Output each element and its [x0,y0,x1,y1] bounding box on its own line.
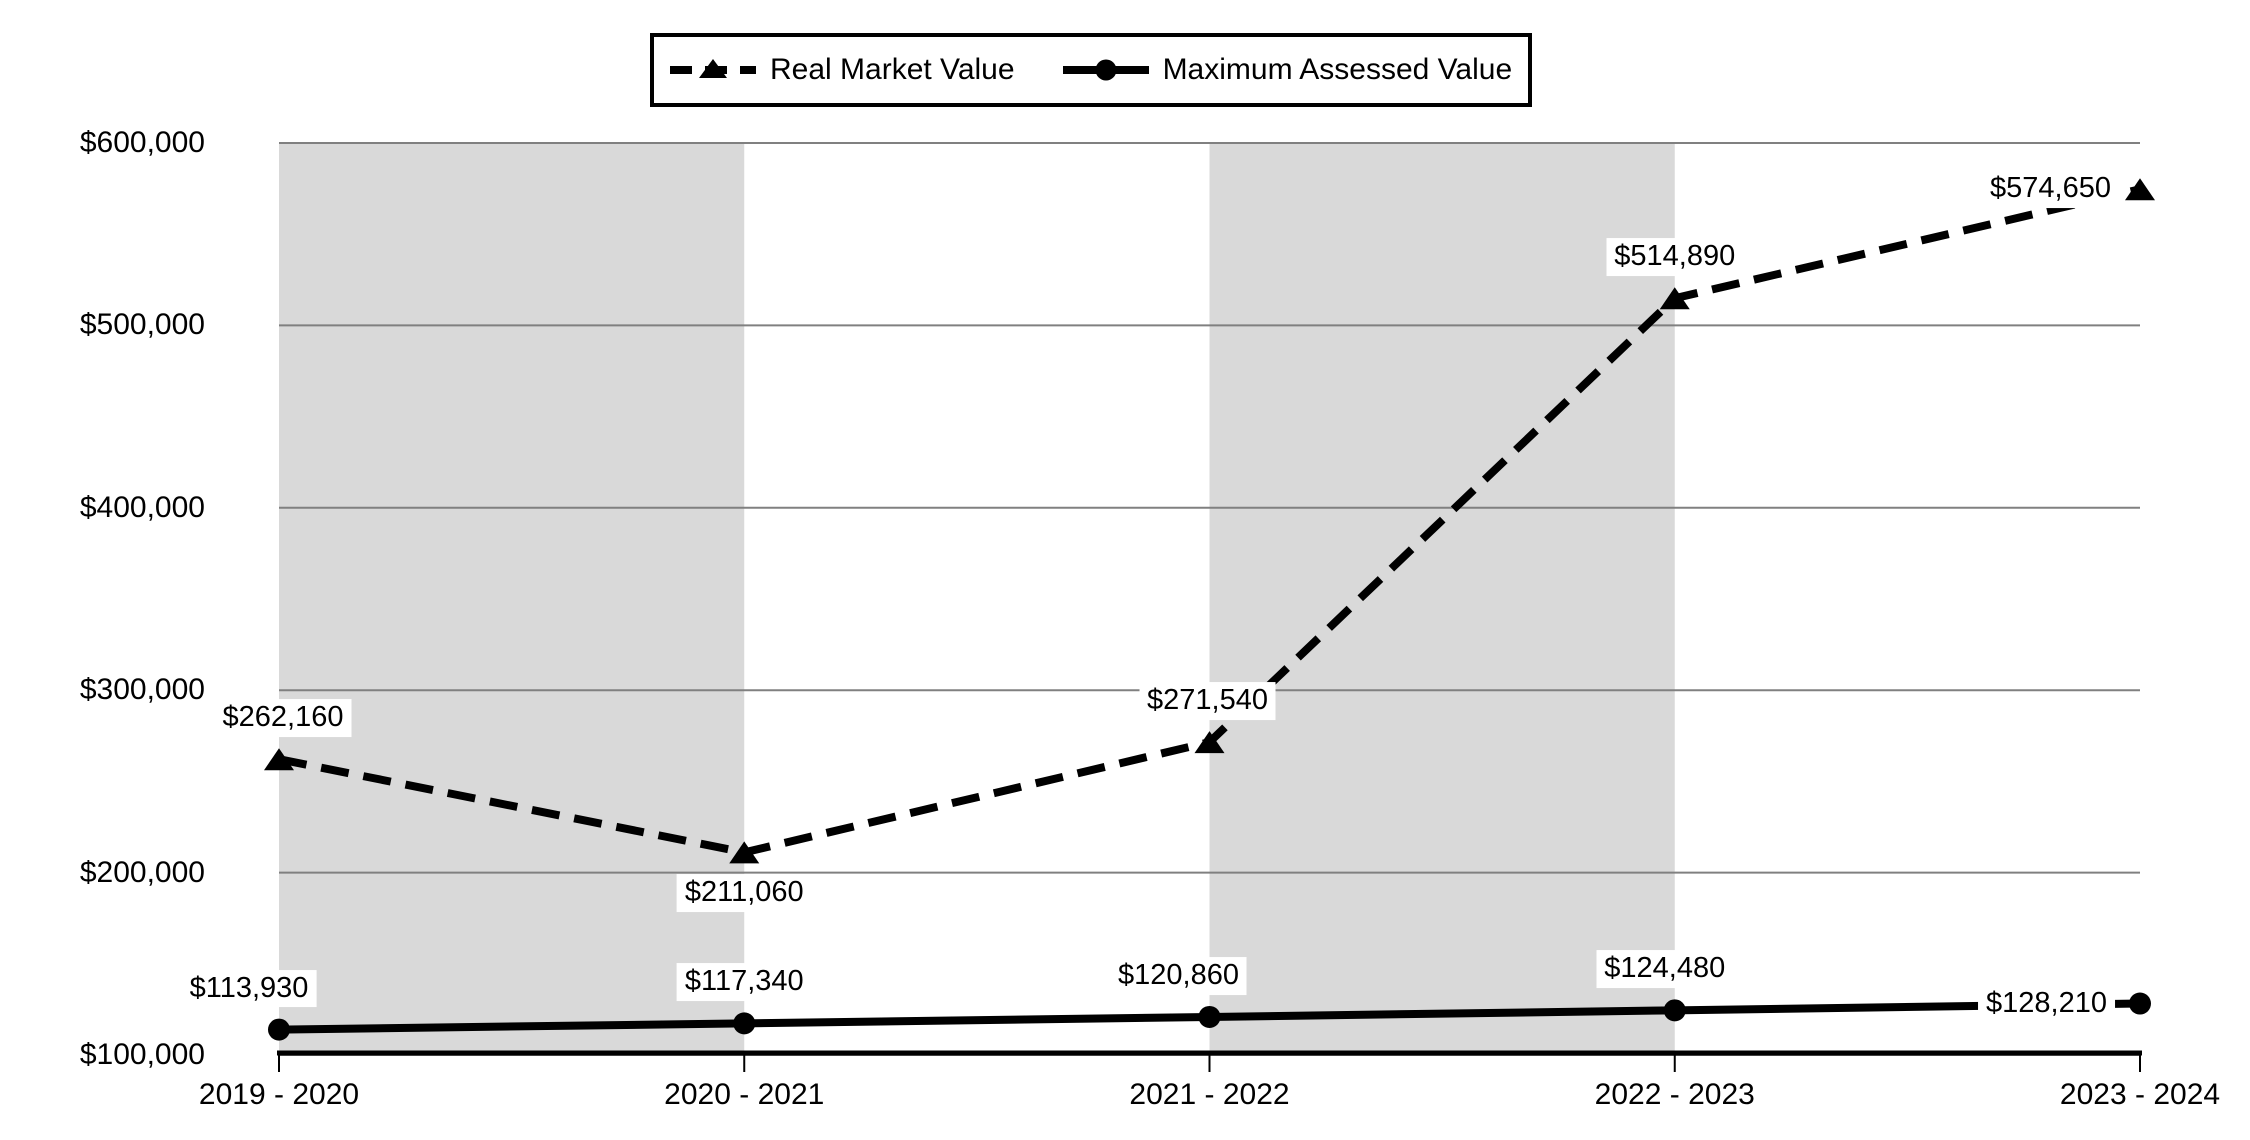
shaded-band [279,143,745,1053]
marker-circle [2129,992,2151,1015]
y-axis-label: $100,000 [79,1038,205,1071]
dashed-line-triangle-marker-icon [670,59,756,78]
data-label: $262,160 [214,699,352,738]
data-label: $128,210 [1978,984,2115,1023]
x-axis-label: 2020 - 2021 [664,1078,825,1111]
marker-triangle [1194,731,1225,754]
data-label: $117,340 [676,963,812,1002]
solid-line-circle-marker-icon [1062,59,1149,81]
x-axis-label: 2023 - 2024 [2059,1078,2221,1111]
legend-label-real-market-value: Real Market Value [770,53,1015,86]
data-label: $124,480 [1596,950,1734,989]
data-label: $211,060 [676,874,812,913]
data-label: $120,860 [1110,956,1247,995]
x-axis-label: 2021 - 2022 [1129,1078,1290,1111]
legend-item-real-market-value: Real Market Value [670,53,1015,87]
marker-circle [1198,1005,1221,1028]
x-axis-label: 2022 - 2023 [1594,1078,1755,1111]
data-label: $113,930 [181,969,317,1008]
marker-circle [1663,999,1686,1022]
y-axis-label: $600,000 [79,126,205,159]
marker-triangle [729,841,760,864]
data-label: $514,890 [1606,238,1744,277]
marker-triangle [2125,178,2155,201]
marker-triangle [1659,287,1690,310]
y-axis-label: $200,000 [79,855,205,889]
legend-item-maximum-assessed-value: Maximum Assessed Value [1062,53,1513,87]
data-label: $574,650 [1982,170,2119,209]
data-label: $271,540 [1139,682,1276,721]
marker-circle [268,1018,290,1041]
chart-legend: Real Market Value Maximum Assessed Value [650,33,1533,107]
marker-triangle [264,748,294,771]
marker-circle [733,1012,756,1035]
y-axis-label: $400,000 [79,490,205,524]
x-axis-label: 2019 - 2020 [198,1078,360,1111]
y-axis-label: $500,000 [79,308,205,342]
legend-label-maximum-assessed-value: Maximum Assessed Value [1162,53,1513,86]
shaded-band [1209,143,1675,1053]
y-axis-label: $300,000 [79,673,205,707]
